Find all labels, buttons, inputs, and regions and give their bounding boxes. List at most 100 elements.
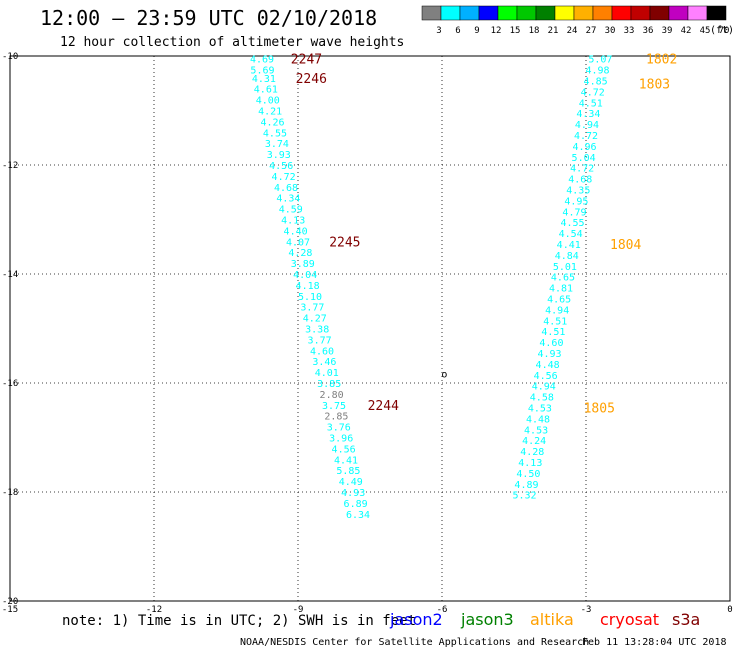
swh-data-label: 4.48 [536, 360, 560, 371]
scale-swatch [706, 5, 727, 21]
scale-swatch [611, 5, 632, 21]
swh-data-label: 5.32 [513, 491, 537, 502]
swh-data-label: 5.85 [336, 466, 360, 477]
swh-data-label: 4.56 [269, 161, 293, 172]
swh-data-label: 4.41 [557, 240, 581, 251]
swh-data-label: 4.53 [528, 404, 552, 415]
scale-tick-label: 21 [548, 26, 559, 36]
swh-data-label: 4.56 [534, 371, 558, 382]
x-tick-label: -12 [146, 605, 162, 615]
pass-time-label: 2247 [291, 53, 322, 68]
swh-data-label: 4.93 [341, 488, 365, 499]
satellite-legend-item: s3a [672, 610, 700, 629]
swh-data-label: 4.53 [524, 425, 548, 436]
y-tick-label: -12 [2, 161, 18, 171]
swh-data-label: 4.94 [575, 120, 599, 131]
swh-data-label: 3.96 [329, 434, 353, 445]
swh-data-label: 4.56 [332, 444, 356, 455]
swh-data-label: 4.13 [518, 458, 542, 469]
swh-data-label: 4.61 [254, 85, 278, 96]
satellite-legend-item: altika [530, 610, 574, 629]
swh-data-label: 5.01 [553, 262, 577, 273]
swh-data-label: 4.01 [315, 368, 339, 379]
y-tick-label: -14 [2, 270, 18, 280]
swh-data-label: 4.81 [549, 284, 573, 295]
swh-data-label: 5.04 [572, 153, 596, 164]
pass-time-label: 2245 [329, 235, 360, 250]
swh-data-label: 4.72 [574, 131, 598, 142]
plot-area: -15 -12 -9 -6 -3 0 -10 -12 -14 -16 -18 -20 4.695.69… [2, 52, 733, 615]
swh-data-label: 4.95 [564, 196, 588, 207]
swh-data-label: 4.24 [522, 436, 546, 447]
swh-data-label: 4.50 [516, 469, 540, 480]
scale-swatch [573, 5, 594, 21]
swh-data-label: 4.55 [561, 218, 585, 229]
swh-data-label: 4.18 [296, 281, 320, 292]
scale-tick-label: 24 [567, 26, 578, 36]
plot-frame [9, 55, 731, 602]
swh-data-label: 5.10 [298, 292, 322, 303]
swh-data-label: 4.72 [581, 87, 605, 98]
swh-data-label: 4.98 [585, 66, 609, 77]
scale-tick-label: 9 [474, 26, 479, 36]
scale-tick-label: 42 [681, 26, 692, 36]
swh-data-label: 4.51 [579, 98, 603, 109]
swh-data-label: 6.34 [346, 510, 370, 521]
swh-data-label: 4.72 [570, 164, 594, 175]
swh-data-label: 4.58 [530, 393, 554, 404]
x-tick-label: 0 [727, 605, 732, 615]
swh-data-label: 4.48 [526, 414, 550, 425]
swh-data-label: 4.26 [261, 117, 285, 128]
scale-unit-label: (ft) [710, 25, 734, 36]
swh-data-label: 4.68 [274, 183, 298, 194]
scale-swatch [554, 5, 575, 21]
pass-time-label: 2244 [368, 399, 399, 414]
swh-data-label: 4.21 [258, 107, 282, 118]
swh-data-label: 4.65 [547, 295, 571, 306]
scale-tick-label: 45 [700, 26, 711, 36]
scale-swatch [516, 5, 537, 21]
swh-data-label: 3.93 [267, 150, 291, 161]
scale-swatch [592, 5, 613, 21]
swh-data-label: 2.85 [324, 412, 348, 423]
scale-tick-label: 12 [491, 26, 502, 36]
scale-tick-label: 3 [436, 26, 441, 36]
scale-tick-label: 70 [719, 26, 730, 36]
swh-data-label: 3.75 [322, 401, 346, 412]
satellite-legend-item: jason2 [389, 610, 443, 629]
swh-data-label: 3.46 [312, 357, 336, 368]
x-tick-label: -15 [2, 605, 18, 615]
swh-data-label: 4.79 [562, 207, 586, 218]
swh-data-label: 3.38 [305, 325, 329, 336]
swh-data-label: 4.69 [250, 55, 274, 66]
swh-data-label: 4.35 [566, 186, 590, 197]
footer-credit: NOAA/NESDIS Center for Satellite Applica… [240, 637, 589, 648]
scale-tick-label: 36 [643, 26, 654, 36]
swh-data-label: 4.07 [286, 237, 310, 248]
swh-data-label: 4.04 [293, 270, 317, 281]
swh-data-label: 4.85 [584, 77, 608, 88]
swh-data-label: 4.65 [551, 273, 575, 284]
scale-swatch [497, 5, 518, 21]
footer-note: note: 1) Time is in UTC; 2) SWH is in fe… [62, 613, 416, 629]
x-tick-label: -3 [581, 605, 592, 615]
y-tick-label: -20 [2, 597, 18, 607]
swh-data-label: 3.77 [308, 335, 332, 346]
swh-data-label: 4.28 [520, 447, 544, 458]
swh-data-label: 4.49 [339, 477, 363, 488]
swh-data-label: 4.59 [279, 205, 303, 216]
swh-data-label: 3.76 [327, 423, 351, 434]
axis-ticks: -15 -12 -9 -6 -3 0 -10 -12 -14 -16 -18 -20 [2, 52, 733, 615]
satellite-legend: jason2 jason3 altika cryosat s3a [389, 610, 700, 629]
swh-data-label: 4.94 [545, 305, 569, 316]
swh-data-label: 4.51 [541, 327, 565, 338]
swh-data-label: 4.27 [303, 314, 327, 325]
scale-swatch [478, 5, 499, 21]
scale-tick-label: 33 [624, 26, 635, 36]
swh-data-label: 3.74 [265, 139, 289, 150]
footer-timestamp: Feb 11 13:28:04 UTC 2018 [582, 637, 727, 648]
swh-data-label: 6.89 [344, 499, 368, 510]
pass-time-label: 2246 [296, 72, 327, 87]
scale-swatch [421, 5, 442, 21]
